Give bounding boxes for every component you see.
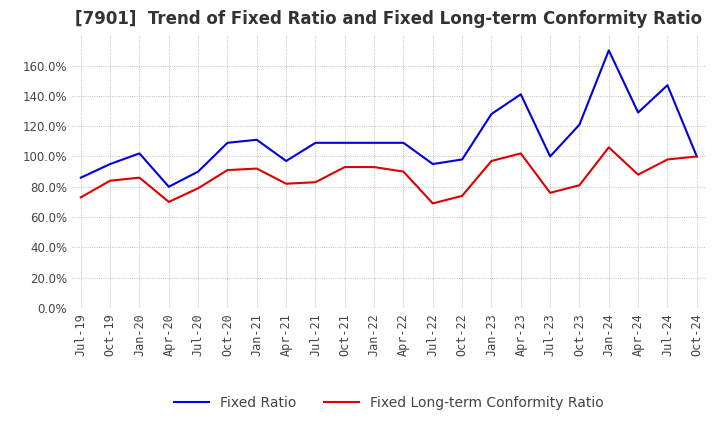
Fixed Long-term Conformity Ratio (106, 178, 114, 183)
Fixed Long-term Conformity Ratio (399, 169, 408, 174)
Fixed Long-term Conformity Ratio (634, 172, 642, 177)
Fixed Ratio (605, 48, 613, 53)
Fixed Long-term Conformity Ratio (76, 195, 85, 200)
Fixed Ratio (370, 140, 379, 146)
Fixed Long-term Conformity Ratio (663, 157, 672, 162)
Fixed Ratio (487, 111, 496, 117)
Fixed Long-term Conformity Ratio (282, 181, 290, 187)
Fixed Long-term Conformity Ratio (164, 199, 173, 205)
Title: [7901]  Trend of Fixed Ratio and Fixed Long-term Conformity Ratio: [7901] Trend of Fixed Ratio and Fixed Lo… (75, 10, 703, 28)
Fixed Ratio (428, 161, 437, 167)
Legend: Fixed Ratio, Fixed Long-term Conformity Ratio: Fixed Ratio, Fixed Long-term Conformity … (168, 391, 609, 416)
Fixed Ratio (663, 83, 672, 88)
Fixed Ratio (693, 154, 701, 159)
Fixed Long-term Conformity Ratio (458, 193, 467, 198)
Fixed Long-term Conformity Ratio (575, 183, 584, 188)
Fixed Long-term Conformity Ratio (341, 165, 349, 170)
Fixed Ratio (458, 157, 467, 162)
Fixed Long-term Conformity Ratio (194, 186, 202, 191)
Fixed Ratio (399, 140, 408, 146)
Fixed Ratio (253, 137, 261, 143)
Fixed Long-term Conformity Ratio (135, 175, 144, 180)
Fixed Ratio (516, 92, 525, 97)
Fixed Long-term Conformity Ratio (223, 168, 232, 173)
Fixed Long-term Conformity Ratio (546, 190, 554, 195)
Fixed Long-term Conformity Ratio (693, 154, 701, 159)
Fixed Long-term Conformity Ratio (428, 201, 437, 206)
Line: Fixed Long-term Conformity Ratio: Fixed Long-term Conformity Ratio (81, 147, 697, 203)
Fixed Ratio (223, 140, 232, 146)
Fixed Ratio (194, 169, 202, 174)
Fixed Ratio (76, 175, 85, 180)
Line: Fixed Ratio: Fixed Ratio (81, 50, 697, 187)
Fixed Ratio (282, 158, 290, 164)
Fixed Ratio (135, 151, 144, 156)
Fixed Ratio (164, 184, 173, 189)
Fixed Ratio (341, 140, 349, 146)
Fixed Ratio (546, 154, 554, 159)
Fixed Long-term Conformity Ratio (516, 151, 525, 156)
Fixed Long-term Conformity Ratio (605, 145, 613, 150)
Fixed Ratio (106, 161, 114, 167)
Fixed Long-term Conformity Ratio (253, 166, 261, 171)
Fixed Ratio (634, 110, 642, 115)
Fixed Long-term Conformity Ratio (487, 158, 496, 164)
Fixed Long-term Conformity Ratio (311, 180, 320, 185)
Fixed Ratio (575, 122, 584, 127)
Fixed Ratio (311, 140, 320, 146)
Fixed Long-term Conformity Ratio (370, 165, 379, 170)
